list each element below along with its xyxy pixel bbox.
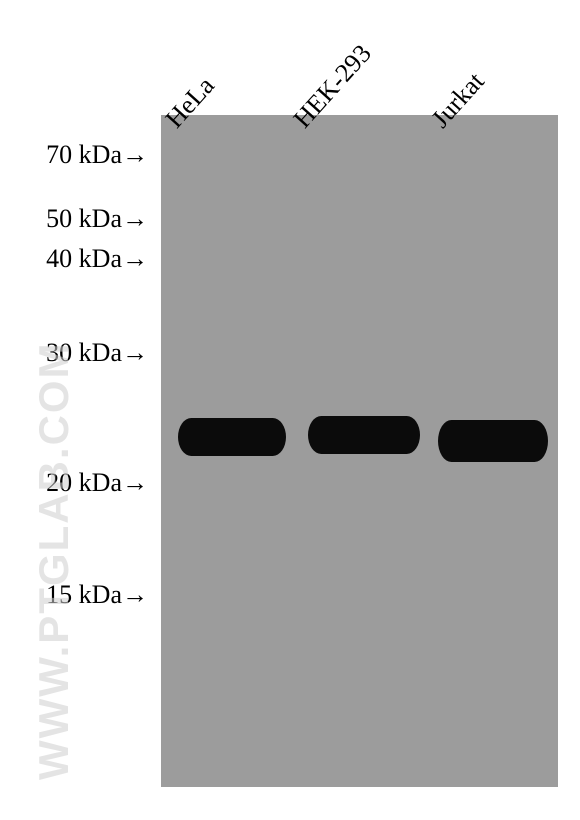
mw-marker-40: 40 kDa→ [8, 244, 148, 274]
band-hek293 [308, 416, 420, 454]
blot-figure: HeLa HEK-293 Jurkat 70 kDa→ 50 kDa→ 40 k… [0, 0, 580, 820]
band-jurkat [438, 420, 548, 462]
band-hela [178, 418, 286, 456]
watermark-text: WWW.PTGLAB.COM [30, 341, 78, 780]
mw-marker-30: 30 kDa→ [8, 338, 148, 368]
mw-marker-15: 15 kDa→ [8, 580, 148, 610]
mw-marker-20: 20 kDa→ [8, 468, 148, 498]
mw-marker-50: 50 kDa→ [8, 204, 148, 234]
mw-marker-70: 70 kDa→ [8, 140, 148, 170]
